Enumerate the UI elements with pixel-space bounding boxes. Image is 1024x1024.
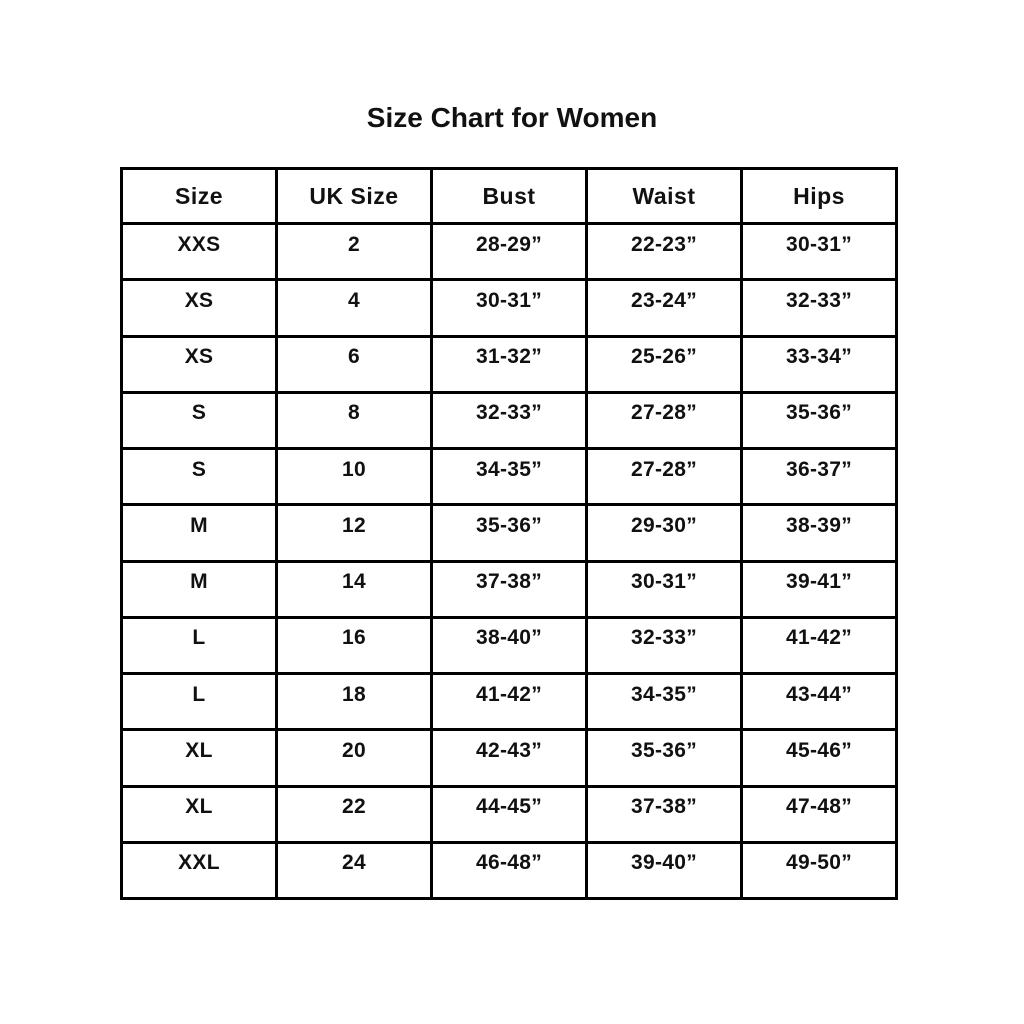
cell-bust: 41-42”: [430, 671, 588, 732]
cell-waist: 32-33”: [585, 615, 743, 676]
cell-waist: 39-40”: [585, 840, 743, 901]
cell-waist: 23-24”: [585, 278, 743, 338]
cell-bust: 30-31”: [430, 278, 588, 338]
cell-waist: 29-30”: [585, 503, 743, 563]
cell-size: L: [120, 615, 278, 676]
cell-bust: 34-35”: [430, 446, 588, 507]
table-row: XL 22 44-45” 37-38” 47-48”: [120, 784, 898, 844]
header-cell-hips: Hips: [740, 167, 898, 225]
cell-waist: 30-31”: [585, 559, 743, 619]
cell-uk-size: 10: [275, 446, 433, 507]
cell-uk-size: 14: [275, 559, 433, 619]
cell-size: XXL: [120, 840, 278, 901]
cell-hips: 49-50”: [740, 840, 898, 901]
table-row: XS 4 30-31” 23-24” 32-33”: [120, 278, 898, 338]
cell-bust: 32-33”: [430, 390, 588, 451]
cell-uk-size: 2: [275, 221, 433, 282]
cell-size: XL: [120, 728, 278, 788]
size-chart-table: Size UK Size Bust Waist Hips XXS 2 28-29…: [120, 167, 898, 901]
header-row: Size UK Size Bust Waist Hips: [120, 167, 898, 225]
cell-hips: 45-46”: [740, 728, 898, 788]
cell-uk-size: 18: [275, 671, 433, 732]
cell-size: M: [120, 559, 278, 619]
cell-waist: 22-23”: [585, 221, 743, 282]
cell-bust: 28-29”: [430, 221, 588, 282]
cell-uk-size: 6: [275, 334, 433, 394]
cell-hips: 33-34”: [740, 334, 898, 394]
cell-waist: 35-36”: [585, 728, 743, 788]
table-row: M 14 37-38” 30-31” 39-41”: [120, 559, 898, 619]
cell-waist: 27-28”: [585, 446, 743, 507]
table-row: M 12 35-36” 29-30” 38-39”: [120, 503, 898, 563]
cell-hips: 38-39”: [740, 503, 898, 563]
table-row: XXL 24 46-48” 39-40” 49-50”: [120, 840, 898, 901]
header-cell-waist: Waist: [585, 167, 743, 225]
table-row: L 18 41-42” 34-35” 43-44”: [120, 671, 898, 732]
cell-size: L: [120, 671, 278, 732]
cell-uk-size: 4: [275, 278, 433, 338]
table-row: XXS 2 28-29” 22-23” 30-31”: [120, 221, 898, 282]
cell-size: XXS: [120, 221, 278, 282]
cell-uk-size: 8: [275, 390, 433, 451]
table-row: S 10 34-35” 27-28” 36-37”: [120, 446, 898, 507]
cell-waist: 34-35”: [585, 671, 743, 732]
table-row: S 8 32-33” 27-28” 35-36”: [120, 390, 898, 451]
cell-hips: 30-31”: [740, 221, 898, 282]
cell-hips: 39-41”: [740, 559, 898, 619]
table-row: XL 20 42-43” 35-36” 45-46”: [120, 728, 898, 788]
cell-hips: 36-37”: [740, 446, 898, 507]
cell-uk-size: 16: [275, 615, 433, 676]
cell-bust: 35-36”: [430, 503, 588, 563]
cell-bust: 46-48”: [430, 840, 588, 901]
cell-uk-size: 12: [275, 503, 433, 563]
cell-hips: 35-36”: [740, 390, 898, 451]
cell-bust: 44-45”: [430, 784, 588, 844]
header-cell-bust: Bust: [430, 167, 588, 225]
cell-hips: 43-44”: [740, 671, 898, 732]
header-cell-size: Size: [120, 167, 278, 225]
cell-bust: 31-32”: [430, 334, 588, 394]
table-row: L 16 38-40” 32-33” 41-42”: [120, 615, 898, 676]
table-row: XS 6 31-32” 25-26” 33-34”: [120, 334, 898, 394]
cell-size: S: [120, 446, 278, 507]
cell-bust: 38-40”: [430, 615, 588, 676]
header-cell-uk-size: UK Size: [275, 167, 433, 225]
cell-hips: 32-33”: [740, 278, 898, 338]
cell-hips: 41-42”: [740, 615, 898, 676]
cell-size: XS: [120, 278, 278, 338]
cell-waist: 25-26”: [585, 334, 743, 394]
cell-size: M: [120, 503, 278, 563]
cell-uk-size: 24: [275, 840, 433, 901]
cell-waist: 37-38”: [585, 784, 743, 844]
cell-waist: 27-28”: [585, 390, 743, 451]
page-title: Size Chart for Women: [366, 102, 658, 133]
cell-size: S: [120, 390, 278, 451]
cell-hips: 47-48”: [740, 784, 898, 844]
cell-bust: 37-38”: [430, 559, 588, 619]
cell-size: XL: [120, 784, 278, 844]
cell-bust: 42-43”: [430, 728, 588, 788]
cell-size: XS: [120, 334, 278, 394]
cell-uk-size: 22: [275, 784, 433, 844]
cell-uk-size: 20: [275, 728, 433, 788]
